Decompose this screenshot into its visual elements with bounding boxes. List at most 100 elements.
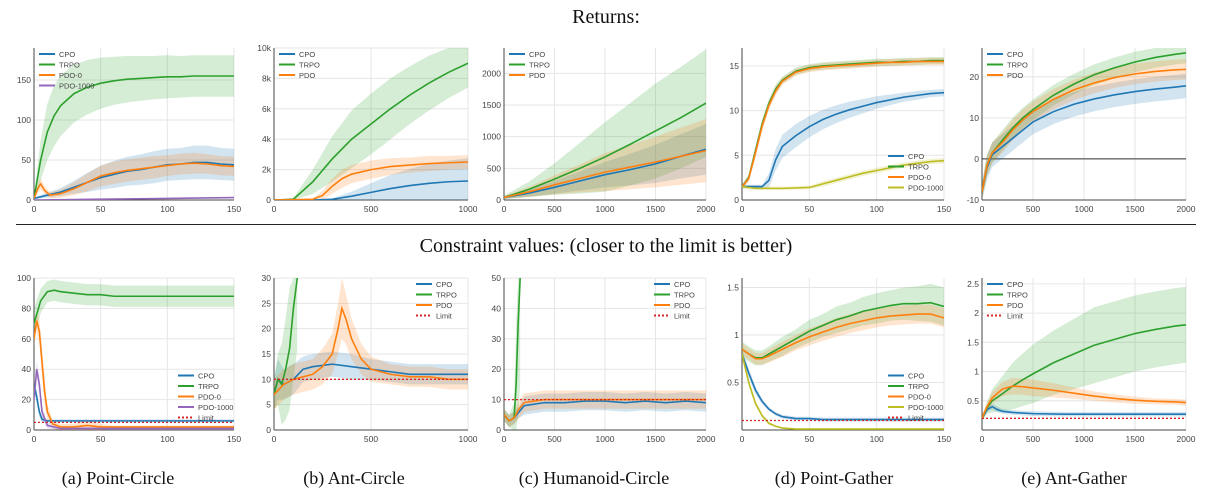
x-tick-label: 0 xyxy=(740,434,745,444)
y-tick-label: 500 xyxy=(487,163,501,173)
y-tick-label: 0 xyxy=(496,425,501,435)
legend-label-pdo-1000: PDO-1000 xyxy=(59,82,94,91)
x-tick-label: 500 xyxy=(1026,204,1040,214)
legend-label-trpo: TRPO xyxy=(908,163,929,172)
legend-label-pdo: PDO xyxy=(674,301,690,310)
series-line-trpo xyxy=(742,301,944,359)
x-tick-label: 500 xyxy=(364,434,378,444)
series-line-pdo xyxy=(274,161,468,200)
y-tick-label: 30 xyxy=(262,273,272,283)
x-tick-label: 150 xyxy=(937,204,951,214)
legend-label-cpo: CPO xyxy=(908,152,924,161)
band-cpo xyxy=(982,73,1186,200)
legend-label-pdo: PDO xyxy=(436,301,452,310)
x-tick-label: 50 xyxy=(96,204,106,214)
legend-label-cpo: CPO xyxy=(529,50,545,59)
legend-label-pdo-0: PDO-0 xyxy=(59,71,82,80)
x-tick-label: 500 xyxy=(547,204,561,214)
x-tick-label: 2000 xyxy=(1177,204,1196,214)
legend-label-pdo: PDO xyxy=(1007,301,1023,310)
y-tick-label: 0 xyxy=(26,425,31,435)
x-tick-label: 2000 xyxy=(697,434,716,444)
legend-label-cpo: CPO xyxy=(198,372,214,381)
legend-label-cpo: CPO xyxy=(908,372,924,381)
legend-label-limit: Limit xyxy=(436,312,453,321)
series-line-pdo-0 xyxy=(742,313,944,360)
y-tick-label: 40 xyxy=(22,364,32,374)
series-line-cpo xyxy=(274,180,468,200)
legend-label-trpo: TRPO xyxy=(1007,61,1028,70)
series-line-pdo xyxy=(982,385,1186,419)
band-pdo xyxy=(982,377,1186,422)
x-tick-label: 150 xyxy=(227,204,241,214)
y-tick-label: 5 xyxy=(266,400,271,410)
legend-label-cpo: CPO xyxy=(59,50,75,59)
series-line-pdo xyxy=(274,305,468,396)
x-tick-label: 100 xyxy=(160,204,174,214)
band-trpo xyxy=(34,55,234,200)
x-tick-label: 0 xyxy=(980,204,985,214)
y-tick-label: 0 xyxy=(26,195,31,205)
series-line-pdo-1000 xyxy=(34,369,234,430)
band-cpo xyxy=(274,158,468,200)
y-tick-label: 50 xyxy=(22,155,32,165)
series-line-cpo xyxy=(742,91,944,188)
legend-label-pdo-1000: PDO-1000 xyxy=(198,403,233,412)
caption-ant-gather: (e) Ant-Gather xyxy=(1021,468,1127,488)
x-tick-label: 150 xyxy=(227,434,241,444)
series-line-trpo xyxy=(504,102,706,199)
y-tick-label: 10 xyxy=(492,395,502,405)
legend-label-limit: Limit xyxy=(1007,312,1024,321)
y-tick-label: 100 xyxy=(17,115,31,125)
legend-label-cpo: CPO xyxy=(436,280,452,289)
y-tick-label: 1.5 xyxy=(967,337,979,347)
grid xyxy=(741,278,945,430)
y-tick-label: 8k xyxy=(262,73,272,83)
series-line-pdo-0 xyxy=(34,320,234,428)
legend-label-limit: Limit xyxy=(674,312,691,321)
y-tick-label: 60 xyxy=(22,334,32,344)
x-tick-label: 100 xyxy=(160,434,174,444)
y-tick-label: 2 xyxy=(974,308,979,318)
series-line-pdo-1000 xyxy=(742,353,944,430)
returns-row-title: Returns: xyxy=(572,6,640,28)
legend-label-cpo: CPO xyxy=(674,280,690,289)
y-tick-label: 50 xyxy=(492,273,502,283)
y-tick-label: 1 xyxy=(734,330,739,340)
x-tick-label: 1000 xyxy=(459,434,478,444)
x-tick-label: 100 xyxy=(870,204,884,214)
constraints-row-title: Constraint values: (closer to the limit … xyxy=(419,235,793,257)
legend-label-trpo: TRPO xyxy=(59,61,80,70)
x-tick-label: 500 xyxy=(1026,434,1040,444)
legend-label-pdo-0: PDO-0 xyxy=(198,393,221,402)
y-tick-label: 15 xyxy=(262,349,272,359)
legend-label-pdo-1000: PDO-1000 xyxy=(908,184,943,193)
y-tick-label: 80 xyxy=(22,303,32,313)
legend-label-trpo: TRPO xyxy=(529,61,550,70)
series-line-trpo xyxy=(274,278,299,395)
x-tick-label: 2000 xyxy=(1177,434,1196,444)
y-tick-label: 0 xyxy=(974,154,979,164)
y-tick-label: 2k xyxy=(262,165,272,175)
x-tick-label: 1000 xyxy=(596,204,615,214)
y-tick-label: 0 xyxy=(266,425,271,435)
y-tick-label: -10 xyxy=(967,195,980,205)
band-cpo xyxy=(504,124,706,199)
y-tick-label: 0.5 xyxy=(727,378,739,388)
series-line-trpo xyxy=(274,62,468,200)
row-divider xyxy=(16,224,1196,225)
y-tick-label: 10 xyxy=(262,374,272,384)
